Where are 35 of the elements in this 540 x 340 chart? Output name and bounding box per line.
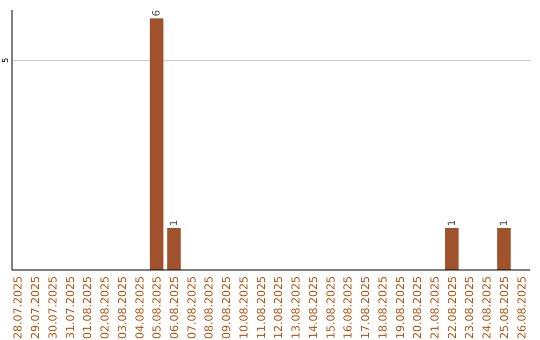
x-tick-label: 16.08.2025 bbox=[342, 276, 355, 339]
x-tick-label: 11.08.2025 bbox=[254, 276, 268, 339]
x-tick-label: 07.08.2025 bbox=[185, 276, 198, 339]
x-tick-label: 30.07.2025 bbox=[46, 276, 60, 339]
x-tick-label: 15.08.2025 bbox=[324, 276, 338, 339]
x-tick-label: 18.08.2025 bbox=[376, 276, 390, 339]
data-label: 1 bbox=[168, 220, 180, 226]
x-tick-label: 06.08.2025 bbox=[168, 276, 181, 339]
x-tick-label: 08.08.2025 bbox=[202, 276, 216, 339]
x-tick-label: 29.07.2025 bbox=[29, 276, 42, 339]
x-tick-label: 21.08.2025 bbox=[428, 276, 442, 339]
x-tick-label: 23.08.2025 bbox=[463, 276, 476, 339]
x-tick-label: 09.08.2025 bbox=[220, 276, 234, 339]
x-tick-label: 12.08.2025 bbox=[272, 276, 286, 339]
x-tick-label: 24.08.2025 bbox=[480, 276, 494, 339]
x-tick-label: 02.08.2025 bbox=[98, 276, 112, 339]
x-tick-label: 28.07.2025 bbox=[12, 276, 25, 339]
x-tick-label: 20.08.2025 bbox=[411, 276, 424, 339]
data-label: 1 bbox=[498, 220, 510, 226]
x-tick-label: 25.08.2025 bbox=[498, 276, 511, 339]
x-tick-label: 31.07.2025 bbox=[64, 276, 77, 339]
x-tick-label: 26.08.2025 bbox=[515, 276, 528, 339]
x-tick-label: 05.08.2025 bbox=[150, 276, 164, 339]
x-tick-label: 14.08.2025 bbox=[306, 276, 320, 339]
x-tick-label: 17.08.2025 bbox=[359, 276, 372, 339]
data-label: 6 bbox=[152, 10, 163, 16]
data-label: 1 bbox=[446, 220, 458, 226]
y-tick-label: 5 bbox=[1, 58, 10, 63]
x-tick-label: 04.08.2025 bbox=[133, 276, 146, 339]
x-tick-label: 13.08.2025 bbox=[290, 276, 303, 339]
x-tick-label: 10.08.2025 bbox=[237, 276, 250, 339]
x-tick-label: 03.08.2025 bbox=[116, 276, 129, 339]
x-tick-label: 22.08.2025 bbox=[446, 276, 459, 339]
x-tick-label: 01.08.2025 bbox=[81, 276, 94, 339]
x-tick-label: 19.08.2025 bbox=[394, 276, 407, 339]
